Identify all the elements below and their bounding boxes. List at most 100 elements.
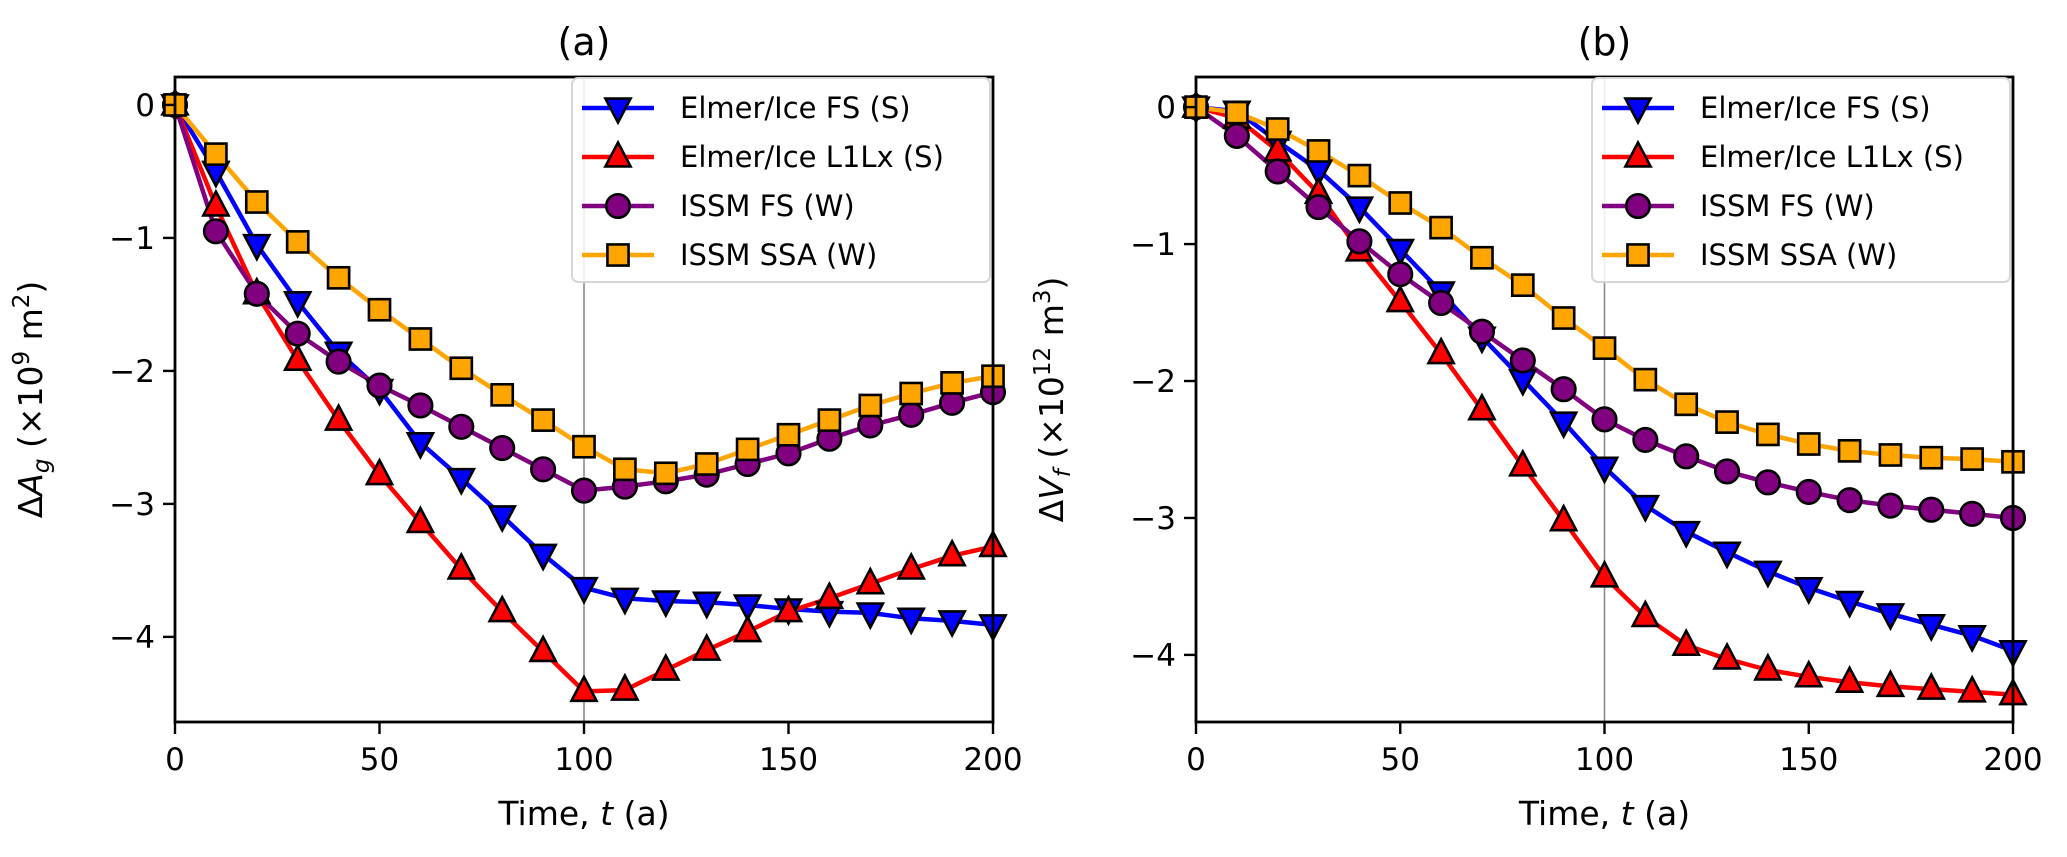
data-point [1957,624,1987,654]
data-point [1918,496,1945,523]
data-point [1347,163,1372,188]
y-axis-label-unit: m [11,308,50,351]
x-axis-label: Time, t (a) [497,794,669,833]
y-axis-label-var: A [11,473,50,498]
panel-title: (a) [558,20,611,64]
data-point [1712,541,1742,570]
y-axis-label: ΔVf (×1012 m3) [1030,277,1076,523]
legend-label: Elmer/Ice FS (S) [680,91,911,125]
data-point [1834,665,1865,694]
legend-marker-circle-icon [1624,192,1652,220]
data-point [610,587,640,616]
data-point [651,590,681,619]
data-point [653,461,678,486]
data-point [898,401,925,428]
data-point [487,505,517,534]
data-point [285,230,310,254]
x-tick-label: 50 [360,742,399,778]
x-tick-label: 0 [165,742,185,778]
data-point [691,632,722,661]
y-axis-label-close: ) [1032,277,1071,290]
y-tick-label: −1 [1130,227,1176,263]
data-point [449,356,474,381]
legend-label: ISSM FS (W) [1700,189,1875,223]
data-point [490,382,515,407]
legend-marker-square-icon [1626,243,1650,267]
data-point [651,652,681,681]
data-point [407,392,434,419]
data-point [323,402,354,431]
data-point [1548,503,1579,532]
data-point [1916,671,1947,700]
data-point [242,233,272,262]
data-point [1346,228,1373,255]
legend-label: Elmer/Ice L1Lx (S) [1700,140,1964,174]
data-point [694,452,719,476]
x-tick-label: 200 [1983,742,2042,778]
data-point [1428,289,1455,317]
data-point [243,280,270,307]
data-point [1834,590,1865,619]
legend-marker-triangle-up-icon [1623,139,1653,168]
data-point [1877,492,1904,519]
data-point [325,348,352,375]
x-tick-label: 200 [963,742,1022,778]
series-markers-elmer-ice-l1lx-s- [160,87,1008,703]
data-point [1671,628,1701,657]
data-point [1589,456,1620,485]
data-point [1223,122,1250,149]
y-tick-label: 0 [1156,90,1176,126]
y-axis-label-prefix: (×10 [11,366,50,459]
data-point [405,505,436,534]
y-tick-label: −2 [109,354,155,390]
data-point [1467,392,1497,421]
y-axis-label-delta: Δ [1032,499,1071,522]
series-markers-issm-ssa-w- [1184,95,2025,474]
data-point [896,607,926,636]
legend-item: Elmer/Ice L1Lx (S) [1602,139,1964,174]
data-point [1674,392,1699,417]
data-point [1426,336,1456,365]
x-tick-label: 100 [554,742,613,778]
data-point [1671,520,1701,549]
y-axis-label-delta: Δ [11,495,50,518]
data-point [1878,443,1903,467]
data-point [244,190,269,214]
data-point [735,437,760,462]
panel-title: (b) [1578,20,1632,64]
data-point [855,566,886,595]
data-point [408,327,433,351]
data-point [1429,215,1453,240]
legend-label: ISSM FS (W) [680,189,855,223]
series-markers-issm-fs-w- [1182,94,2027,532]
y-axis-label-close: ) [11,281,50,294]
data-point [570,477,598,504]
legend: Elmer/Ice FS (S) Elmer/Ice L1Lx (S) ISSM F… [1591,77,2011,283]
y-axis-label-unit-exp: 2 [9,294,35,309]
data-point [1385,284,1416,313]
data-point [1795,478,1822,505]
data-point [1959,500,1986,527]
data-point [1265,117,1290,141]
legend-label: ISSM SSA (W) [680,238,877,272]
data-point [489,434,516,462]
legend-item: ISSM FS (W) [1602,189,1875,223]
data-point [899,381,924,406]
y-axis-label-unit-exp: 3 [1030,290,1056,305]
data-point [1793,577,1824,606]
data-point [569,576,599,605]
legend-label: Elmer/Ice L1Lx (S) [680,140,944,174]
legend-box [1591,77,2011,283]
data-point [1508,448,1538,477]
data-point [1385,238,1416,267]
x-axis-label-unit: (a) [613,794,669,833]
y-tick-label: −3 [1130,501,1176,537]
data-point [531,408,555,432]
legend-label: ISSM SSA (W) [1700,238,1897,272]
data-point [817,408,842,432]
y-tick-label: −3 [109,487,155,523]
data-point [858,393,883,418]
data-point [1591,406,1618,433]
data-point [1919,445,1944,470]
y-tick-label: −2 [1130,364,1176,400]
